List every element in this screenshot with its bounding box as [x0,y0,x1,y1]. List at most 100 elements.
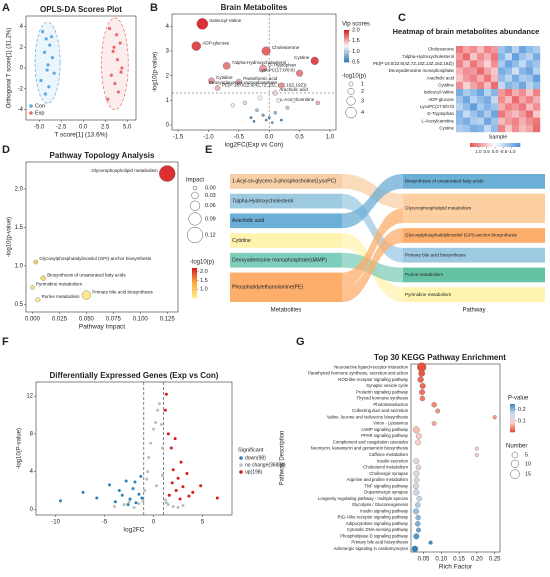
heatmap-cell [505,96,513,104]
heatmap-cell [533,96,541,104]
confidence-ellipse [101,17,129,111]
heatmap-cell [533,110,541,118]
size-legend-title: -log10(p) [342,74,366,80]
colorbar-cell [344,40,349,43]
sankey-node [403,287,545,302]
colorbar-title: P-value [508,396,529,402]
point-label: LysoPC(17:0/0:0) [259,67,295,72]
heatmap-cell [463,89,471,97]
heatmap-cell [526,110,534,118]
colorbar-cell [192,280,197,283]
data-point [191,490,195,494]
sankey-node [230,272,342,302]
x-tick-label: -0.5 [234,135,245,141]
x-tick-label: 0.20 [471,557,483,563]
colorbar-cell [507,143,510,147]
panel-letter: G [296,336,305,348]
data-point [137,492,141,496]
bubble [272,90,278,96]
heatmap-cell [477,124,485,133]
colorbar-cell [510,421,515,423]
colorbar-cell [474,143,477,147]
heatmap-cell [526,117,534,126]
node-label: Pyrimidine metabolism [405,292,451,297]
size-legend-label: 10 [525,461,531,467]
node-label: Cytidine [232,238,251,244]
heatmap-cell [505,53,513,61]
heatmap-cell [491,124,499,133]
colorbar-cell [510,418,515,420]
heatmap-cell [477,103,485,111]
data-point [185,471,189,475]
point-label: Cystine [294,55,310,60]
data-point [117,488,121,492]
data-point [120,66,124,70]
colorbar-cell [510,404,515,406]
colorbar-cell [503,143,506,147]
dot [415,521,421,527]
y-tick-label: Valine, leucine and isoleucine biosynthe… [327,414,408,419]
colorbar-cell [484,143,487,147]
colorbar-cell [510,430,515,433]
size-legend-mark [511,451,519,459]
heatmap-cell [484,60,492,68]
heatmap-cell [512,46,520,54]
x-tick-label: 0.0 [79,125,88,131]
bubble [278,82,285,89]
heatmap-cell [456,74,464,83]
sankey-link [342,174,403,229]
dot [474,452,479,457]
colorbar-cell [488,143,492,147]
heatmap-cell [498,110,506,118]
colorbar-label: 0.2 [518,407,526,413]
heatmap-cell [477,46,485,54]
data-point [41,30,45,34]
x-tick-label: 0.125 [160,317,176,323]
y-tick-label: Neuroactive ligand-receptor interaction [334,364,408,369]
bubble [270,121,274,124]
y-tick-label: Caffeine metabolism [369,452,409,457]
heatmap-cell [491,110,499,118]
y-tick-label: 0 [30,507,34,513]
x-tick-label: -5.0 [34,125,45,131]
bubble [259,64,267,72]
dot [428,540,433,545]
data-point [50,56,55,60]
data-point [124,479,128,483]
data-point [128,497,132,501]
y-tick-label: 2.0 [15,187,24,193]
heatmap-cell [533,124,541,133]
dot [419,382,426,389]
y-tick-label: Adipocytokine signaling pathway [346,521,409,526]
size-legend-label: 0.09 [205,216,216,222]
bubble [30,285,35,290]
x-tick-label: 5 [201,520,205,526]
colorbar-cell [344,48,349,51]
heatmap-cell [505,46,513,54]
colorbar-cell [510,427,515,429]
y-tick-label: 12 [26,394,33,400]
heatmap-cell [505,81,513,90]
colorbar-cell [510,405,515,407]
heatmap-cell [463,67,471,75]
panel-letter: F [2,336,9,348]
data-point [170,481,174,485]
point-label: Biosynthesis of unsaturated fatty acids [47,272,126,277]
colorbar-cell [344,30,349,32]
point-label: Deoxyadenosine monophosphate [209,80,278,85]
heatmap-cell [512,67,520,75]
node-label: Primary bile acid biosynthesis [405,252,466,257]
size-legend-title: Impact [186,178,204,184]
colorbar-cell [517,143,521,147]
point-label: Pyrimidine metabolism [36,282,82,287]
colorbar-cell [515,143,519,147]
data-point [118,41,122,45]
x-axis-label: Sample [489,134,508,140]
data-point [140,496,144,500]
data-point [141,499,145,503]
heatmap-cell [533,46,541,54]
heatmap-cell [477,89,485,97]
node-label: Arachidic acid [232,218,264,224]
heatmap-cell [519,67,527,75]
colorbar-cell [344,35,349,37]
